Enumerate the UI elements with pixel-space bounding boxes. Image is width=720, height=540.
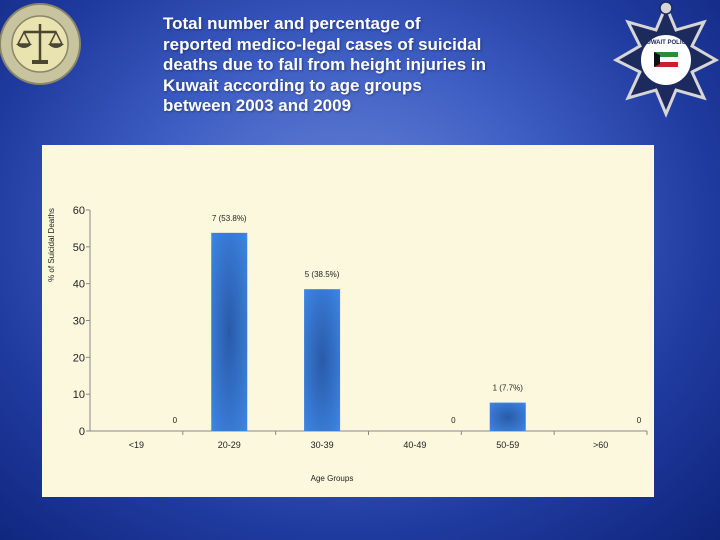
chart-bars bbox=[211, 232, 526, 431]
crown-icon bbox=[659, 1, 673, 15]
y-tick-label: 20 bbox=[73, 352, 85, 364]
data-label: 0 bbox=[451, 416, 456, 425]
data-label: 0 bbox=[173, 416, 178, 425]
y-tick-label: 30 bbox=[73, 316, 85, 328]
kuwait-police-badge-logo: KUWAIT POLICE bbox=[612, 0, 720, 120]
y-tick-label: 40 bbox=[73, 279, 85, 291]
data-label: 1 (7.7%) bbox=[493, 384, 524, 393]
x-axis-title: Age Groups bbox=[311, 474, 354, 483]
chart-labels: 0 7 (53.8%) 5 (38.5%) 0 1 (7.7%) 0 bbox=[173, 214, 642, 425]
bar bbox=[304, 289, 341, 431]
title-line-5: between 2003 and 2009 bbox=[163, 96, 352, 115]
data-label: 0 bbox=[637, 416, 642, 425]
y-tick-label: 60 bbox=[73, 205, 85, 217]
title-line-3: deaths due to fall from height injuries … bbox=[163, 55, 487, 74]
scales-of-justice-logo bbox=[0, 0, 90, 100]
data-label: 7 (53.8%) bbox=[212, 214, 247, 223]
x-tick-label: 40-49 bbox=[403, 440, 426, 450]
title-line-4: Kuwait according to age groups bbox=[163, 75, 422, 95]
slide-title: Total number and percentage of reported … bbox=[163, 14, 543, 117]
y-tick-label: 10 bbox=[73, 389, 85, 401]
data-label: 5 (38.5%) bbox=[305, 270, 340, 279]
chart-panel: 0 10 20 30 40 50 60 % of Suicidal Deaths Age Gro… bbox=[42, 145, 654, 497]
x-tick-label: <19 bbox=[129, 440, 144, 450]
y-tick-label: 0 bbox=[79, 426, 85, 438]
title-line-2: reported medico-legal cases of suicidal bbox=[163, 34, 482, 54]
x-tick-label: 50-59 bbox=[496, 440, 519, 450]
title-line-1: Total number and percentage of bbox=[163, 14, 421, 33]
x-tick-label: 30-39 bbox=[311, 440, 334, 450]
y-axis-title: % of Suicidal Deaths bbox=[47, 208, 56, 282]
y-tick-label: 50 bbox=[73, 242, 85, 254]
chart-axes: 0 10 20 30 40 50 60 % of Suicidal Deaths Age Gro… bbox=[47, 205, 648, 483]
badge-text: KUWAIT POLICE bbox=[642, 40, 690, 46]
bar bbox=[211, 232, 248, 431]
x-tick-label: 20-29 bbox=[218, 440, 241, 450]
bar-chart: 0 10 20 30 40 50 60 % of Suicidal Deaths Age Gro… bbox=[47, 205, 648, 483]
x-tick-label: >60 bbox=[593, 440, 608, 450]
bar bbox=[489, 402, 526, 431]
